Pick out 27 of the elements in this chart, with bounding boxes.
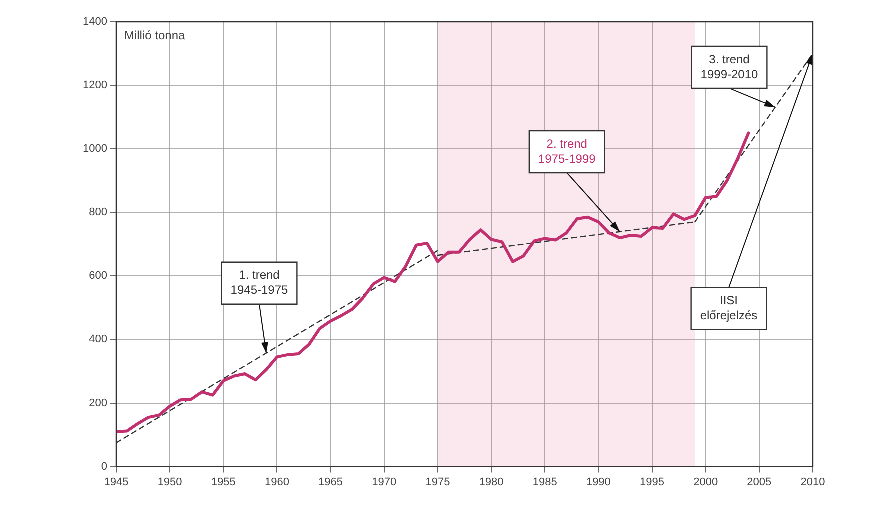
y-tick-label: 0: [101, 460, 108, 473]
x-tick-label: 1980: [479, 476, 504, 488]
x-tick-label: 1955: [211, 476, 236, 488]
annotation: 1. trend 1945-1975: [230, 268, 289, 298]
y-tick-label: 800: [89, 206, 108, 219]
annotation: 2. trend 1975-1999: [538, 136, 596, 166]
x-tick-label: 1945: [104, 476, 129, 488]
x-tick-label: 2000: [694, 476, 718, 488]
x-tick-label: 1970: [372, 476, 397, 488]
y-tick-label: 200: [89, 397, 108, 410]
x-tick-label: 1950: [158, 476, 182, 488]
y-tick-label: 1400: [82, 16, 108, 28]
y-axis-title: Millió tonna: [124, 28, 186, 42]
y-tick-label: 1200: [82, 80, 108, 92]
y-tick-label: 600: [89, 270, 108, 282]
annotation: 3. trend 1999-2010: [700, 52, 759, 82]
x-tick-label: 1975: [426, 476, 450, 488]
x-tick-label: 2010: [800, 476, 826, 488]
x-tick-label: 1960: [264, 476, 290, 488]
x-tick-label: 1995: [640, 476, 665, 488]
y-tick-label: 1000: [82, 143, 108, 156]
x-tick-label: 1990: [586, 476, 611, 488]
x-tick-label: 1985: [532, 476, 558, 488]
x-tick-label: 2005: [747, 476, 772, 488]
y-tick-label: 400: [89, 334, 108, 346]
annotation: IISI előrejelzés: [700, 294, 758, 323]
x-tick-label: 1965: [318, 476, 344, 488]
